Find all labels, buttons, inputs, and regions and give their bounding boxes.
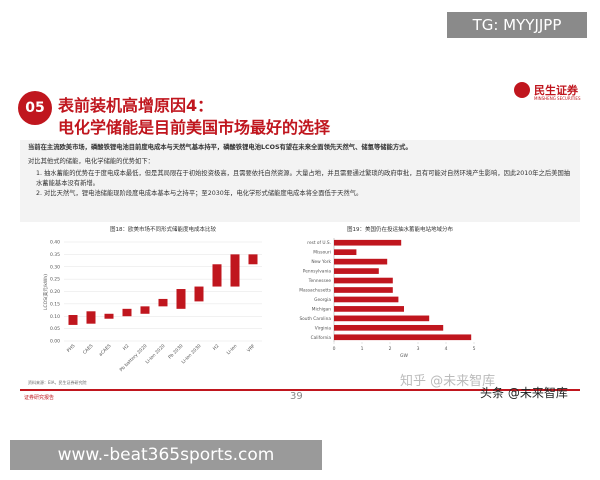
x-tick-label: VRF xyxy=(246,343,257,354)
bar xyxy=(334,324,444,331)
bar xyxy=(68,315,78,325)
y-tick-label: New York xyxy=(311,259,331,265)
paragraph: 当前在主流欧美市场，磷酸铁锂电池目前度电成本与天然气基本持平，磷酸铁锂电池LCO… xyxy=(28,144,412,151)
y-tick-label: 0.25 xyxy=(50,277,60,283)
badge: 05 xyxy=(18,91,52,125)
x-tick-label: Li-ion 2030 xyxy=(180,343,202,365)
bar xyxy=(248,254,258,265)
paragraph: 对比其他式的储能，电化学储能的优势如下： xyxy=(28,158,154,165)
y-tick-label: Michigan xyxy=(312,306,332,312)
watermark: www.-beat365sports.com xyxy=(10,440,322,470)
text-box: 当前在主流欧美市场，磷酸铁锂电池目前度电成本与天然气基本持平，磷酸铁锂电池LCO… xyxy=(20,140,580,222)
logo: 民生证券 xyxy=(534,84,578,97)
y-tick-label: Massachusetts xyxy=(299,288,332,294)
watermark: 知乎 @未来智库 xyxy=(400,374,496,389)
x-tick-label: Li-ion 2020 xyxy=(144,343,166,365)
footer-left: 证券研究报告 xyxy=(24,395,55,401)
bar xyxy=(334,334,472,341)
bar xyxy=(158,298,168,307)
y-tick-label: 0.40 xyxy=(50,240,60,246)
bar xyxy=(334,249,357,256)
y-tick-label: Georgia xyxy=(314,297,331,303)
x-tick-label: aCAES xyxy=(98,343,113,358)
bar xyxy=(334,277,393,284)
x-tick-label: 1 xyxy=(361,346,364,352)
bar xyxy=(334,306,404,312)
source: 资料来源：EIA，民生证券研究院 xyxy=(28,380,87,385)
title: 表前装机高增原因4： xyxy=(58,96,214,115)
y-tick-label: 0.15 xyxy=(50,301,60,307)
footer-line xyxy=(20,389,580,391)
y-tick-label: 0.05 xyxy=(50,326,60,332)
bar xyxy=(334,268,379,274)
bullet: 2. 对比天然气，锂电池储能现阶段度电成本基本与之持平；至2030年，电化学形式… xyxy=(36,190,363,197)
bar xyxy=(334,258,388,265)
x-tick-label: 3 xyxy=(417,346,420,352)
x-tick-label: 0 xyxy=(333,346,336,352)
y-tick-label: California xyxy=(311,335,332,341)
bar xyxy=(334,239,402,246)
x-tick-label: CAES xyxy=(82,343,95,356)
page-number: 39 xyxy=(290,391,303,402)
y-tick-label: 0.20 xyxy=(50,289,60,295)
bullet: 1. 抽水蓄能的优势在于度电成本最低，但是其局限在于初始投资极高，且需要依托自然… xyxy=(36,170,571,187)
x-tick-label: 5 xyxy=(473,346,476,352)
y-tick-label: South Carolina xyxy=(299,316,331,322)
bar xyxy=(230,254,240,287)
x-axis-label: GW xyxy=(400,353,408,359)
bar xyxy=(334,296,399,303)
chart-title: 图18：欧美市场不同形式储能度电成本比较 xyxy=(110,225,216,233)
y-tick-label: Missouri xyxy=(313,250,331,256)
y-tick-label: 0.00 xyxy=(50,339,60,345)
x-tick-label: Li-ion xyxy=(226,343,239,356)
x-tick-label: Pb 2030 xyxy=(167,343,184,360)
x-tick-label: PHS xyxy=(66,343,77,354)
bar xyxy=(194,286,204,302)
y-tick-label: Tennessee xyxy=(308,278,332,284)
x-tick-label: 2 xyxy=(389,346,392,352)
watermark: TG: MYYJJPP xyxy=(447,12,587,38)
bar xyxy=(334,287,393,293)
y-tick-label: Pennsylvania xyxy=(303,269,332,275)
y-axis-label: LCOS(美元/kWh) xyxy=(42,274,49,310)
bar xyxy=(212,264,222,287)
title: 电化学储能是目前美国市场最好的选择 xyxy=(58,118,331,137)
x-tick-label: 4 xyxy=(445,346,448,352)
bar xyxy=(176,289,186,309)
logo-icon xyxy=(514,82,530,98)
chart-title: 图19：美国仍在投运抽水蓄能电站地域分布 xyxy=(347,225,453,233)
watermark: 头条 @未来智库 xyxy=(480,386,568,400)
logo-sub: MINSHENG SECURITIES xyxy=(534,96,581,101)
x-tick-label: H2 xyxy=(212,343,221,352)
y-tick-label: 0.35 xyxy=(50,252,60,258)
x-tick-label: H2 xyxy=(122,343,131,352)
bar xyxy=(86,311,96,324)
bar xyxy=(104,313,114,319)
bar xyxy=(334,315,430,322)
bar xyxy=(140,306,150,314)
y-tick-label: Virginia xyxy=(315,325,332,331)
charts: 图18：欧美市场不同形式储能度电成本比较 0.00 0.05 0.10 0.15 0.20… xyxy=(42,225,476,373)
bar xyxy=(122,308,132,317)
y-tick-label: rest of U.S. xyxy=(307,240,331,246)
y-tick-label: 0.10 xyxy=(50,314,60,320)
y-tick-label: 0.30 xyxy=(50,264,60,270)
